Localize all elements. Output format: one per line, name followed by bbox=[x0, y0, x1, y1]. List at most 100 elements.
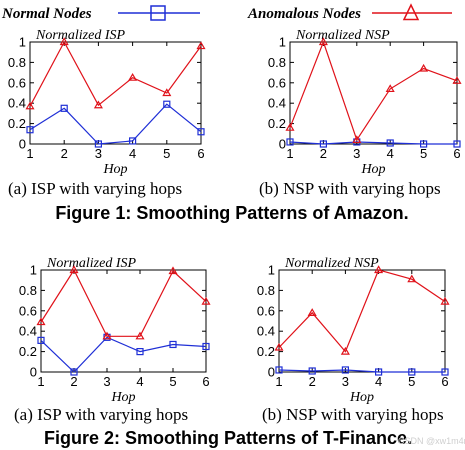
panel-title: Normalized ISP bbox=[35, 28, 126, 43]
marker-anomalous bbox=[25, 101, 35, 110]
series-line-anomalous bbox=[278, 269, 446, 353]
x-axis-title: Hop bbox=[360, 162, 385, 177]
series-line-normal bbox=[289, 141, 457, 145]
marker-normal bbox=[408, 368, 416, 376]
panel-title: Normalized ISP bbox=[46, 256, 137, 271]
marker-normal bbox=[375, 368, 383, 376]
marker-normal bbox=[420, 140, 428, 148]
x-tick-label: 2 bbox=[70, 374, 77, 389]
y-tick-label: 0.8 bbox=[268, 55, 286, 70]
marker-normal bbox=[286, 138, 294, 146]
x-tick-label: 5 bbox=[420, 146, 427, 161]
marker-anomalous bbox=[102, 331, 112, 340]
marker-anomalous bbox=[128, 73, 138, 81]
x-tick-label: 6 bbox=[441, 374, 448, 389]
x-tick-label: 5 bbox=[163, 146, 170, 161]
y-tick-label: 1 bbox=[268, 263, 275, 278]
x-tick-label: 3 bbox=[353, 146, 360, 161]
marker-normal bbox=[275, 366, 283, 374]
marker-anomalous bbox=[93, 100, 103, 109]
marker-anomalous bbox=[419, 63, 429, 72]
x-tick-label: 3 bbox=[342, 374, 349, 389]
y-tick-label: 0 bbox=[279, 137, 286, 152]
plot-frame bbox=[278, 269, 446, 373]
marker-normal bbox=[169, 340, 177, 349]
y-tick-label: 0.4 bbox=[257, 324, 275, 339]
legend: Normal Nodes Anomalous Nodes bbox=[1, 3, 452, 22]
y-tick-label: 0.6 bbox=[268, 75, 286, 90]
x-tick-label: 1 bbox=[275, 374, 282, 389]
y-tick-label: 0.4 bbox=[268, 96, 286, 111]
series-line-anomalous bbox=[289, 40, 458, 142]
chart-panel-3: 0 0.2 0.4 0.6 0.8 1 1 2 3 4 5 6 Normalized ISP Hop bbox=[19, 256, 211, 405]
plot-frame bbox=[29, 41, 202, 145]
marker-anomalous bbox=[69, 265, 79, 274]
y-tick-label: 0.6 bbox=[19, 303, 37, 318]
y-tick-label: 1 bbox=[279, 35, 286, 50]
marker-anomalous bbox=[374, 265, 384, 274]
watermark: CSDN @xw1m4r bbox=[398, 436, 465, 446]
chart-panels: 0 0.2 0.4 0.6 0.8 1 1 2 3 4 5 6 Normalized ISP Hop 0 0.… bbox=[8, 28, 462, 405]
marker-normal bbox=[163, 100, 171, 108]
panel-title: Normalized NSP bbox=[284, 256, 379, 271]
plot-frame bbox=[289, 41, 458, 145]
y-tick-label: 1 bbox=[19, 35, 26, 50]
marker-anomalous bbox=[162, 88, 172, 97]
marker-anomalous bbox=[196, 41, 206, 50]
series-line-normal bbox=[29, 103, 202, 145]
chart-panel-4: 0 0.2 0.4 0.6 0.8 1 1 2 3 4 5 6 Normalized NSP Hop bbox=[257, 256, 450, 405]
x-axis-title: Hop bbox=[349, 390, 374, 405]
chart-panel-1: 0 0.2 0.4 0.6 0.8 1 1 2 3 4 5 6 Normalized ISP Hop bbox=[8, 28, 206, 177]
marker-anomalous bbox=[285, 122, 295, 131]
y-tick-label: 0.4 bbox=[8, 96, 26, 111]
x-tick-label: 2 bbox=[320, 146, 327, 161]
legend-anomalous-label: Anomalous Nodes bbox=[247, 6, 361, 22]
marker-normal bbox=[386, 139, 394, 147]
y-tick-label: 0.8 bbox=[257, 283, 275, 298]
marker-normal bbox=[441, 368, 449, 376]
y-tick-label: 0.2 bbox=[19, 344, 37, 359]
marker-normal bbox=[136, 348, 144, 356]
marker-anomalous bbox=[452, 76, 462, 84]
marker-anomalous bbox=[59, 37, 69, 46]
series-line-anomalous bbox=[29, 40, 202, 107]
x-tick-label: 5 bbox=[169, 374, 176, 389]
marker-anomalous bbox=[318, 37, 328, 46]
x-tick-label: 4 bbox=[129, 146, 136, 161]
marker-anomalous bbox=[340, 346, 350, 355]
x-tick-label: 5 bbox=[408, 374, 415, 389]
marker-anomalous bbox=[135, 331, 145, 340]
y-tick-label: 0 bbox=[19, 137, 26, 152]
y-tick-label: 0 bbox=[268, 365, 275, 380]
marker-anomalous bbox=[440, 296, 450, 305]
marker-normal bbox=[70, 368, 78, 376]
x-tick-label: 3 bbox=[103, 374, 110, 389]
marker-anomalous bbox=[36, 317, 46, 326]
marker-normal bbox=[94, 140, 103, 148]
caption-fig2-b: (b) NSP with varying hops bbox=[262, 405, 444, 424]
y-tick-label: 0.2 bbox=[257, 344, 275, 359]
x-tick-label: 2 bbox=[61, 146, 68, 161]
y-tick-label: 0.8 bbox=[8, 55, 26, 70]
x-tick-label: 4 bbox=[375, 374, 382, 389]
x-tick-label: 6 bbox=[453, 146, 460, 161]
y-tick-label: 0.2 bbox=[8, 116, 26, 131]
x-tick-label: 1 bbox=[286, 146, 293, 161]
marker-anomalous bbox=[168, 266, 178, 275]
y-tick-label: 0.6 bbox=[257, 303, 275, 318]
series-line-anomalous bbox=[40, 268, 207, 337]
y-tick-label: 1 bbox=[30, 263, 37, 278]
x-tick-label: 6 bbox=[197, 146, 204, 161]
x-tick-label: 4 bbox=[136, 374, 143, 389]
caption-fig1-a: (a) ISP with varying hops bbox=[8, 179, 182, 198]
marker-normal bbox=[319, 140, 327, 148]
series-line-normal bbox=[278, 369, 445, 373]
series-line-normal bbox=[40, 336, 207, 373]
marker-anomalous bbox=[385, 84, 395, 93]
square-icon bbox=[150, 5, 166, 21]
marker-anomalous bbox=[307, 308, 317, 316]
x-tick-label: 3 bbox=[95, 146, 102, 161]
y-tick-label: 0.8 bbox=[19, 283, 37, 298]
panel-title: Normalized NSP bbox=[295, 28, 390, 43]
marker-normal bbox=[129, 137, 137, 145]
